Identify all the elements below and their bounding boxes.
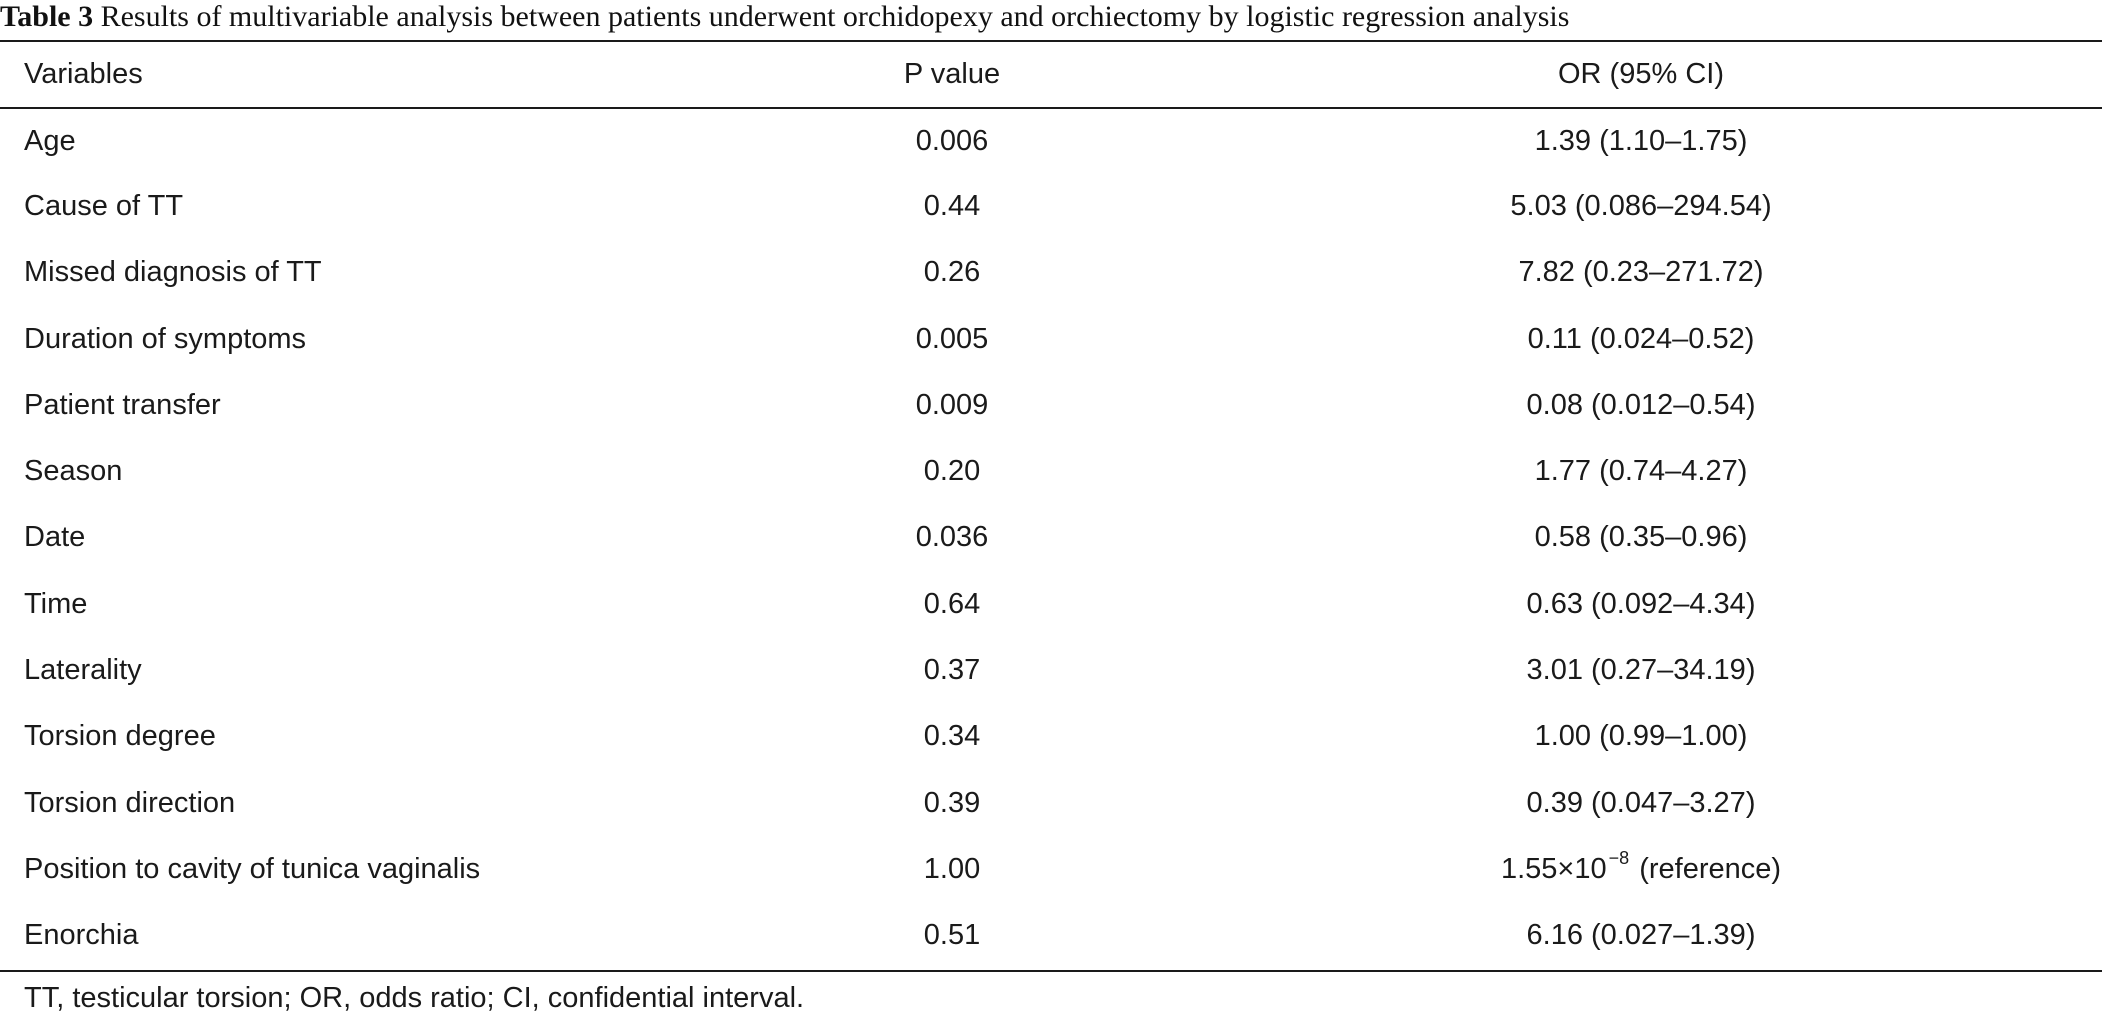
cell-variable: Laterality: [24, 654, 142, 687]
cell-variable: Patient transfer: [24, 388, 221, 421]
table-row: Duration of symptoms 0.005 0.11 (0.024–0…: [0, 306, 2102, 372]
cell-variable: Date: [24, 521, 86, 554]
cell-or-ci: 6.16 (0.027–1.39): [1526, 919, 1756, 952]
cell-variable: Torsion direction: [24, 786, 236, 819]
table-row: Torsion direction 0.39 0.39 (0.047–3.27): [0, 770, 2102, 836]
table-bottom-rule: [0, 970, 2102, 972]
table-caption-text: Results of multivariable analysis betwee…: [93, 0, 1570, 33]
cell-p-value: 0.006: [915, 124, 989, 157]
cell-or-ci: 1.00 (0.99–1.00): [1534, 720, 1748, 753]
cell-p-value: 0.37: [923, 654, 981, 687]
cell-p-value: 0.64: [923, 587, 981, 620]
header-variables: Variables: [24, 58, 143, 90]
table-body: Age 0.006 1.39 (1.10–1.75) Cause of TT 0…: [0, 107, 2102, 969]
table-row: Enorchia 0.51 6.16 (0.027–1.39): [0, 903, 2102, 969]
cell-variable: Position to cavity of tunica vaginalis: [24, 852, 481, 885]
cell-or-ci: 3.01 (0.27–34.19): [1526, 654, 1756, 687]
table-caption-label: Table 3: [0, 0, 94, 33]
results-table: Variables P value OR (95% CI) Age 0.006 …: [0, 42, 2102, 969]
table-row: Age 0.006 1.39 (1.10–1.75): [0, 107, 2102, 173]
header-row: Variables P value OR (95% CI): [0, 42, 2102, 107]
cell-or-ci: 1.77 (0.74–4.27): [1534, 455, 1748, 488]
cell-or-ci: 5.03 (0.086–294.54): [1510, 189, 1772, 222]
cell-p-value: 0.51: [923, 919, 981, 952]
cell-p-value: 0.44: [923, 189, 981, 222]
table-row: Torsion degree 0.34 1.00 (0.99–1.00): [0, 704, 2102, 770]
table-footnote: TT, testicular torsion; OR, odds ratio; …: [24, 982, 805, 1014]
cell-p-value: 0.34: [923, 720, 981, 753]
header-or-ci: OR (95% CI): [1558, 58, 1724, 90]
cell-p-value: 0.036: [915, 521, 989, 554]
cell-p-value: 0.26: [923, 256, 981, 289]
cell-or-ci: 7.82 (0.23–271.72): [1518, 256, 1764, 289]
cell-variable: Time: [24, 587, 88, 620]
cell-variable: Season: [24, 455, 123, 488]
cell-or-ci: 0.11 (0.024–0.52): [1527, 322, 1755, 355]
cell-p-value: 0.39: [923, 786, 981, 819]
or-ci-exponent: −8: [1608, 847, 1630, 868]
cell-or-ci: 0.08 (0.012–0.54): [1526, 388, 1756, 421]
cell-or-ci: 0.63 (0.092–4.34): [1526, 587, 1756, 620]
cell-or-ci: 1.39 (1.10–1.75): [1534, 124, 1748, 157]
table-row: Missed diagnosis of TT 0.26 7.82 (0.23–2…: [0, 240, 2102, 306]
cell-variable: Duration of symptoms: [24, 322, 307, 355]
cell-variable: Enorchia: [24, 919, 139, 952]
table-row: Time 0.64 0.63 (0.092–4.34): [0, 571, 2102, 637]
cell-p-value: 1.00: [923, 852, 981, 885]
cell-variable: Torsion degree: [24, 720, 216, 753]
table-row: Laterality 0.37 3.01 (0.27–34.19): [0, 637, 2102, 703]
table-row: Date 0.036 0.58 (0.35–0.96): [0, 505, 2102, 571]
cell-p-value: 0.009: [915, 388, 989, 421]
table-top-rule: [0, 40, 2102, 42]
table-row: Position to cavity of tunica vaginalis 1…: [0, 836, 2102, 902]
table-header: Variables P value OR (95% CI): [0, 42, 2102, 107]
or-ci-base: 1.55×10: [1500, 852, 1607, 885]
cell-variable: Cause of TT: [24, 189, 184, 222]
cell-p-value: 0.005: [915, 322, 989, 355]
cell-or-ci: 1.55×10 −8 (reference): [1180, 836, 2102, 902]
table-header-rule: [0, 107, 2102, 109]
table-row: Patient transfer 0.009 0.08 (0.012–0.54): [0, 372, 2102, 438]
cell-or-ci: 0.58 (0.35–0.96): [1534, 521, 1748, 554]
cell-p-value: 0.20: [923, 455, 981, 488]
cell-or-ci: 0.39 (0.047–3.27): [1526, 786, 1756, 819]
table-row: Season 0.20 1.77 (0.74–4.27): [0, 438, 2102, 504]
table-caption: Table 3 Results of multivariable analysi…: [0, 0, 2102, 34]
or-ci-suffix: (reference): [1631, 852, 1782, 885]
header-p-value: P value: [903, 58, 1001, 90]
cell-variable: Age: [24, 124, 76, 157]
cell-variable: Missed diagnosis of TT: [24, 256, 322, 289]
table-row: Cause of TT 0.44 5.03 (0.086–294.54): [0, 173, 2102, 239]
